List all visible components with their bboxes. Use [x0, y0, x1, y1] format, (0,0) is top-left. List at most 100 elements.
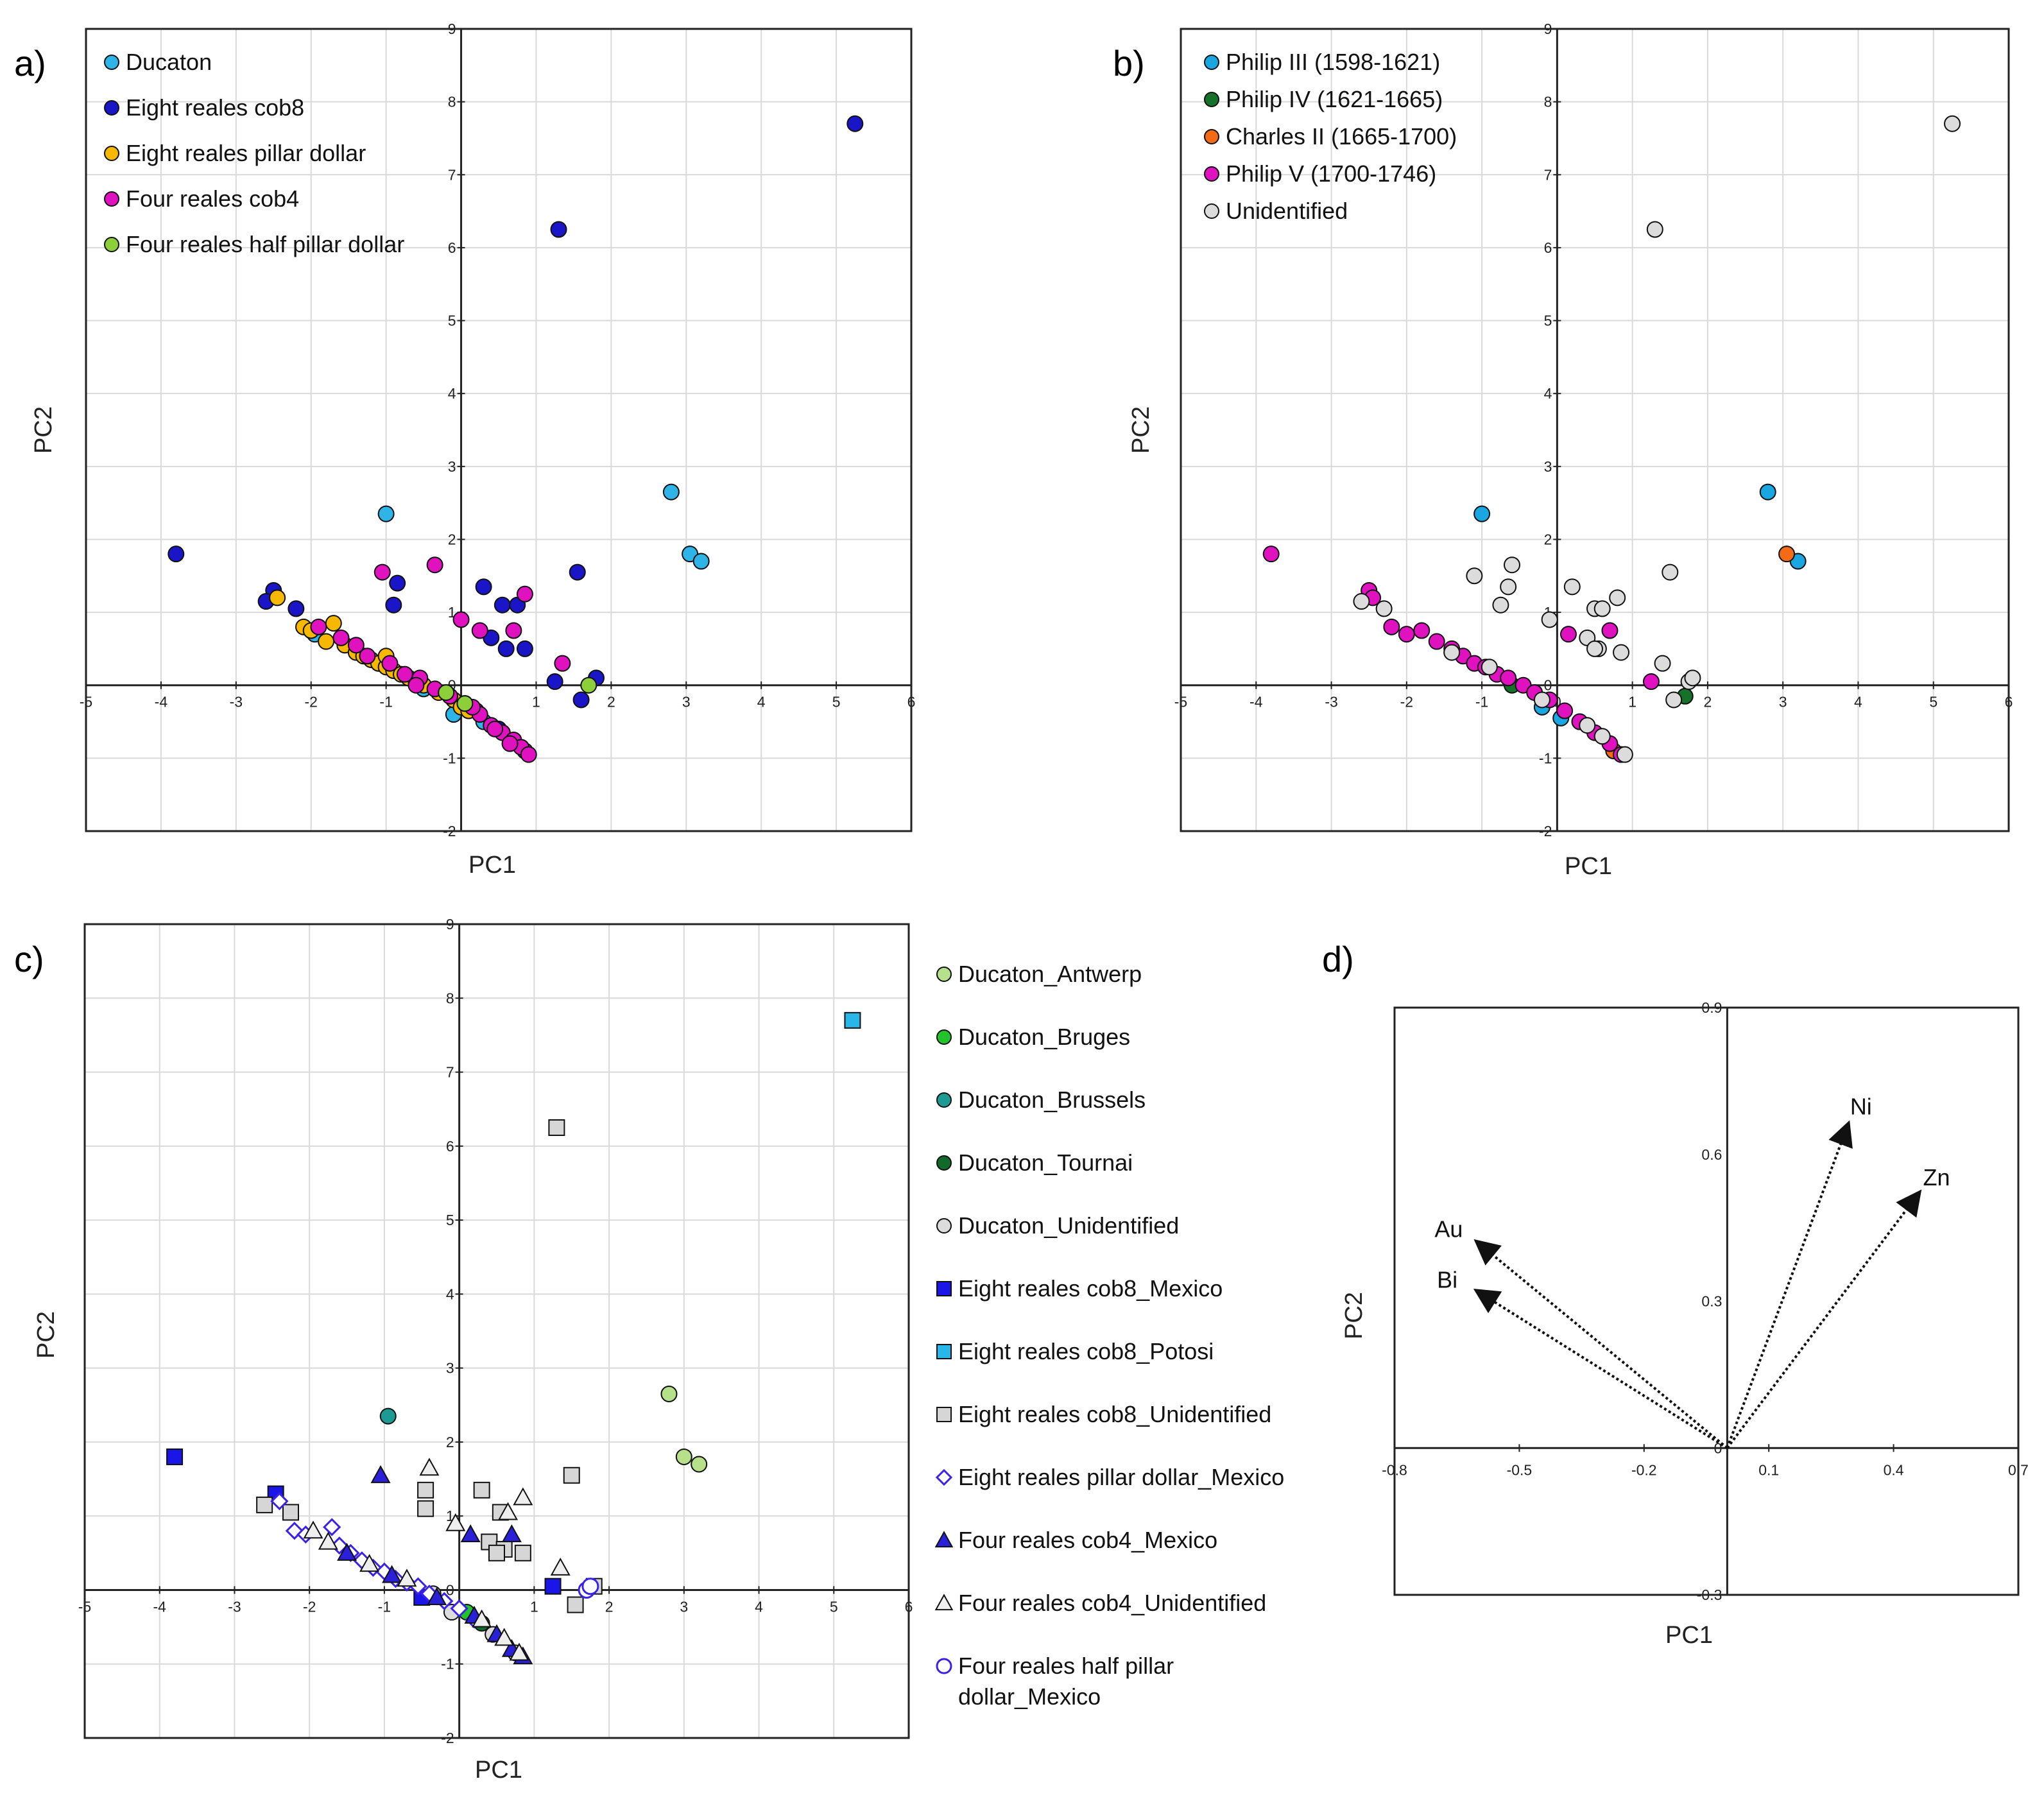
data-point	[1533, 691, 1550, 709]
x-tick-label: 0.4	[1884, 1461, 1904, 1478]
x-tick-label: 5	[832, 694, 841, 710]
legend-item: Eight reales cob8_Mexico	[936, 1275, 1223, 1302]
data-point	[382, 1565, 402, 1583]
legend-item: Ducaton_Unidentified	[936, 1212, 1179, 1239]
data-point	[1593, 600, 1611, 617]
data-point	[1616, 746, 1633, 763]
data-point	[104, 100, 119, 116]
data-point	[936, 967, 952, 982]
x-tick-label: 2	[1704, 694, 1712, 710]
data-point	[359, 648, 376, 665]
x-tick-label: 3	[682, 694, 691, 710]
data-point	[456, 695, 474, 712]
legend-item: Philip V (1700-1746)	[1204, 160, 1436, 187]
data-point	[318, 1531, 338, 1550]
data-point	[1500, 669, 1517, 687]
data-point	[471, 622, 488, 639]
data-point	[662, 483, 680, 501]
x-tick-label: -0.2	[1631, 1461, 1657, 1478]
plot-frame	[1393, 1006, 2020, 1596]
legend-label: Ducaton_Bruges	[958, 1024, 1130, 1050]
data-point	[310, 618, 327, 635]
x-tick-label: 3	[1779, 694, 1787, 710]
y-tick-label: -1	[443, 750, 456, 766]
x-tick-label: 1	[532, 694, 540, 710]
data-point	[427, 1587, 447, 1606]
x-tick-label: -4	[155, 694, 168, 710]
legend-item: Ducaton_Tournai	[936, 1149, 1133, 1176]
x-tick-label: -3	[230, 694, 243, 710]
data-point	[1500, 578, 1517, 596]
x-axis-label: PC1	[1665, 1622, 1713, 1649]
data-point	[505, 622, 522, 639]
data-point	[1466, 567, 1483, 585]
data-point	[282, 1504, 299, 1521]
legend-label: Eight reales cob8_Unidentified	[958, 1401, 1271, 1427]
loading-vector	[1726, 1189, 1922, 1449]
data-point	[1204, 92, 1219, 107]
y-tick-label: -0.3	[1697, 1586, 1722, 1603]
data-point	[397, 1569, 417, 1587]
data-point	[691, 1456, 708, 1473]
axes	[1394, 1008, 2019, 1595]
legend-label: Ducaton_Brussels	[958, 1087, 1146, 1113]
y-tick-label: 8	[1544, 94, 1552, 110]
x-tick-label: -1	[1475, 694, 1488, 710]
data-point	[936, 1407, 952, 1422]
data-point	[494, 596, 511, 614]
data-point	[520, 746, 537, 763]
data-point	[1204, 129, 1219, 144]
legend-item: Eight reales cob8_Unidentified	[936, 1401, 1271, 1427]
x-tick-label: 3	[680, 1598, 688, 1615]
legend-label: Four reales half pillar dollar	[126, 231, 404, 257]
vector-label: Au	[1434, 1216, 1463, 1242]
data-point	[513, 1487, 533, 1506]
x-tick-label: 5	[1929, 694, 1937, 710]
x-tick-label: -0.8	[1382, 1461, 1407, 1478]
data-point	[104, 55, 119, 70]
legend-item: Eight reales pillar dollar_Mexico	[935, 1464, 1284, 1490]
data-points	[1262, 115, 1961, 763]
legend-label: Ducaton	[126, 49, 212, 75]
data-point	[1586, 640, 1603, 657]
y-tick-label: 3	[1544, 458, 1552, 475]
data-point	[501, 1524, 522, 1543]
legend-label: Eight reales cob8	[126, 94, 304, 121]
legend-item: Philip IV (1621-1665)	[1204, 86, 1443, 112]
legend-label: Eight reales pillar dollar	[126, 140, 366, 166]
data-point	[389, 574, 406, 592]
data-point	[1593, 728, 1611, 745]
y-tick-label: -2	[441, 1730, 454, 1746]
x-tick-label: 4	[1854, 694, 1862, 710]
data-point	[692, 553, 710, 570]
y-tick-label: 0	[1714, 1440, 1722, 1456]
data-point	[332, 629, 350, 646]
data-point	[1398, 626, 1415, 643]
x-tick-label: -4	[153, 1598, 167, 1615]
y-tick-label: 4	[446, 1285, 454, 1302]
y-tick-label: 2	[1544, 531, 1552, 547]
data-point	[934, 1531, 954, 1548]
data-point	[1204, 203, 1219, 219]
data-point	[936, 1281, 952, 1296]
x-tick-label: -2	[303, 1598, 316, 1615]
data-point	[167, 546, 185, 563]
x-tick-label: -3	[1325, 694, 1337, 710]
data-point	[1262, 546, 1280, 563]
data-point	[1492, 596, 1509, 614]
data-point	[1759, 483, 1776, 501]
legend-item: Eight reales cob8	[104, 94, 304, 121]
legend-item: Four reales cob4	[104, 185, 299, 212]
vector-label: Zn	[1923, 1164, 1950, 1191]
x-tick-label: 1	[1628, 694, 1636, 710]
data-point	[1204, 55, 1219, 70]
legend-label: Ducaton_Antwerp	[958, 961, 1142, 987]
y-tick-label: 4	[1544, 385, 1552, 402]
data-point	[1778, 546, 1796, 563]
data-point	[426, 556, 443, 574]
legend-label: Unidentified	[1226, 198, 1348, 224]
data-point	[1654, 655, 1671, 672]
